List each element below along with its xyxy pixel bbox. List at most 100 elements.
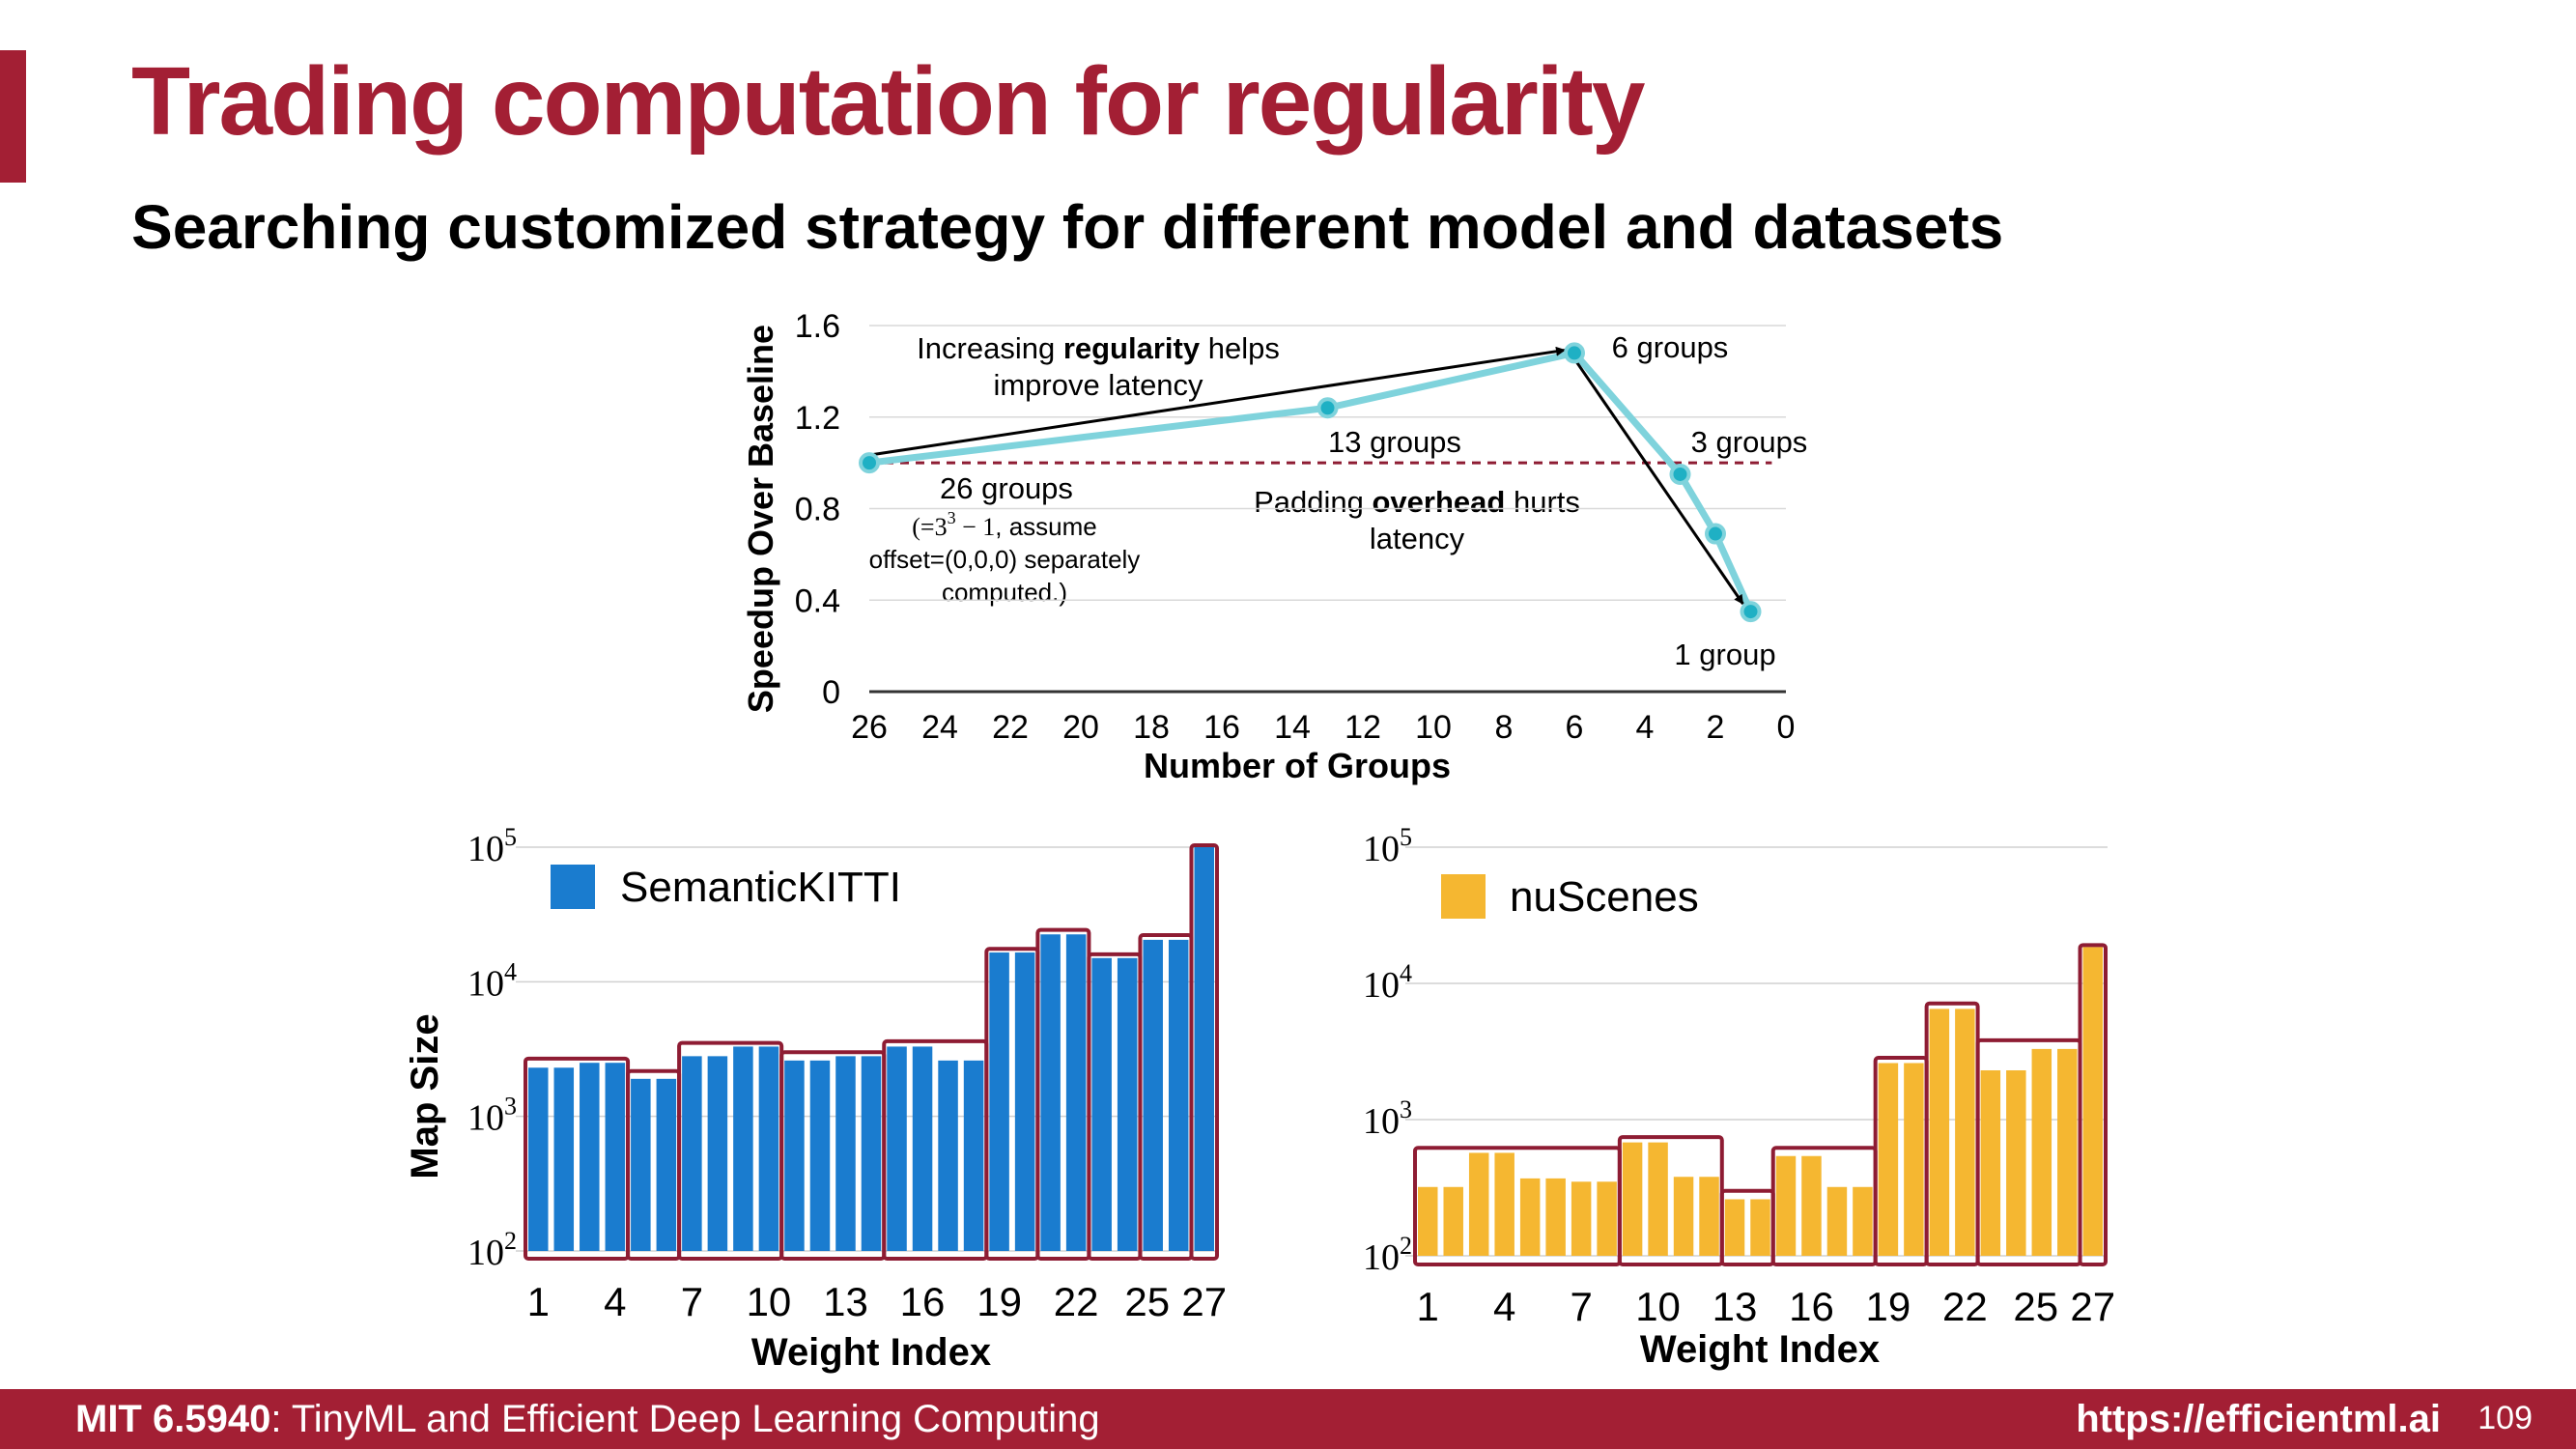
regularity-arrow [868, 346, 1566, 457]
semantickitti-bar [1143, 939, 1163, 1251]
point-label-1-group: 1 group [1674, 638, 1775, 671]
semantickitti-bar [1014, 952, 1035, 1251]
nuscenes-ytick-label: 104 [1363, 959, 1412, 1006]
annotation-regularity-line2: improve latency [993, 368, 1203, 402]
footer-course-name: : TinyML and Efficient Deep Learning Com… [270, 1398, 1100, 1440]
page-number: 109 [2477, 1400, 2533, 1436]
semantickitti-bar [835, 1056, 856, 1251]
line-chart-xlabel: Number of Groups [1144, 746, 1451, 785]
semantickitti-bar [631, 1078, 651, 1251]
semantickitti-bar [1091, 957, 1112, 1251]
slide-subtitle: Searching customized strategy for differ… [131, 192, 2004, 262]
semantickitti-xtick-label: 25 [1124, 1279, 1170, 1324]
title-accent-bar [0, 50, 26, 183]
footer-course: MIT 6.5940: TinyML and Efficient Deep Le… [75, 1398, 1100, 1441]
semantickitti-xtick-label: 7 [681, 1279, 703, 1324]
semantickitti-bar [861, 1056, 882, 1251]
point-label-13-groups: 13 groups [1328, 425, 1461, 459]
nuscenes-bar [1929, 1009, 1950, 1256]
line-chart-ytick-label: 0.4 [795, 582, 840, 619]
bar-chart-left-xlabel: Weight Index [751, 1331, 991, 1374]
nuscenes-bar [1443, 1186, 1463, 1256]
semantickitti-bar [758, 1046, 779, 1251]
line-chart-xtick-label: 24 [921, 709, 958, 746]
nuscenes-bar [2006, 1069, 2026, 1256]
nuscenes-xtick-label: 16 [1789, 1284, 1834, 1329]
point-label-3-groups: 3 groups [1691, 425, 1808, 459]
nuscenes-bar [1980, 1069, 2001, 1256]
nuscenes-xtick-label: 19 [1866, 1284, 1911, 1329]
line-chart-xtick-label: 26 [851, 709, 888, 746]
nuscenes-bar [1878, 1063, 1899, 1256]
semantickitti-group-box [1189, 843, 1219, 1261]
nuscenes-group-box [2078, 943, 2109, 1266]
speedup-data-point [1705, 523, 1726, 545]
nuscenes-xtick-label: 13 [1713, 1284, 1758, 1329]
annotation-note-line1: (=33 − 1, assume [912, 508, 1097, 541]
nuscenes-bar [1519, 1178, 1541, 1256]
nuscenes-bar [1904, 1063, 1924, 1256]
semantickitti-bar [605, 1063, 626, 1251]
nuscenes-xtick-label: 4 [1493, 1284, 1515, 1329]
footer-bar: MIT 6.5940: TinyML and Efficient Deep Le… [0, 1389, 2576, 1449]
semantickitti-bar [887, 1046, 907, 1251]
semantickitti-xtick-label: 4 [604, 1279, 626, 1324]
line-chart-xtick-label: 22 [992, 709, 1029, 746]
nuscenes-bar [1494, 1152, 1514, 1256]
line-chart-xtick-label: 8 [1495, 709, 1514, 746]
point-label-26-groups: 26 groups [940, 471, 1073, 505]
nuscenes-bar [1468, 1152, 1489, 1256]
nuscenes-xtick-label: 1 [1417, 1284, 1439, 1329]
nuscenes-bar [1597, 1181, 1617, 1256]
semantickitti-bar [733, 1046, 753, 1251]
speedup-data-point [859, 452, 880, 474]
nuscenes-bar [2082, 947, 2103, 1256]
figure-canvas: Speedup Over Baseline Number of Groups I… [404, 308, 2115, 1374]
nuscenes-xtick-label: 10 [1635, 1284, 1681, 1329]
semantickitti-xtick-label: 16 [900, 1279, 946, 1324]
speedup-data-point [1564, 342, 1585, 364]
speedup-data-point [1669, 463, 1691, 485]
nuscenes-bar [1775, 1155, 1797, 1256]
nuscenes-ytick-label: 105 [1363, 823, 1412, 869]
nuscenes-xtick-label: 22 [1942, 1284, 1988, 1329]
nuscenes-bar [1724, 1199, 1745, 1256]
semantickitti-bar [1040, 934, 1061, 1251]
semantickitti-bar [912, 1046, 933, 1251]
semantickitti-bar [580, 1063, 600, 1251]
nuscenes-bar [1545, 1178, 1566, 1256]
nuscenes-bar [2057, 1048, 2078, 1256]
bar-chart-right-xlabel: Weight Index [1640, 1328, 1880, 1371]
legend-swatch-semantickitti [551, 865, 595, 909]
semantickitti-bar [656, 1078, 677, 1251]
semantickitti-bar [553, 1067, 575, 1251]
semantickitti-bar [938, 1060, 958, 1251]
footer-url: https://efficientml.ai [2076, 1398, 2441, 1440]
nuscenes-xtick-label: 27 [2070, 1284, 2115, 1329]
nuscenes-bar [1622, 1142, 1643, 1256]
nuscenes-bar [1571, 1181, 1592, 1256]
semantickitti-xtick-label: 1 [527, 1279, 550, 1324]
nuscenes-bar [1801, 1155, 1822, 1256]
semantickitti-xtick-label: 10 [747, 1279, 792, 1324]
nuscenes-xtick-label: 25 [2013, 1284, 2058, 1329]
line-chart-xtick-label: 16 [1203, 709, 1240, 746]
nuscenes-bar [1673, 1177, 1694, 1256]
line-chart-xtick-label: 18 [1133, 709, 1170, 746]
nuscenes-xtick-label: 7 [1570, 1284, 1592, 1329]
line-chart-xtick-label: 2 [1707, 709, 1725, 746]
semantickitti-ytick-label: 105 [467, 823, 517, 869]
nuscenes-bar [2031, 1048, 2052, 1256]
nuscenes-bar [1853, 1186, 1873, 1256]
line-chart-ytick-label: 1.2 [795, 400, 840, 437]
semantickitti-bar [1117, 957, 1138, 1251]
semantickitti-bar [682, 1056, 702, 1251]
footer-course-code: MIT 6.5940 [75, 1398, 271, 1440]
semantickitti-bar [707, 1056, 728, 1251]
line-chart-ylabel: Speedup Over Baseline [741, 325, 780, 713]
annotation-note-line2: offset=(0,0,0) separately [869, 545, 1141, 574]
nuscenes-ytick-label: 102 [1363, 1232, 1412, 1278]
semantickitti-ytick-label: 102 [467, 1227, 517, 1273]
line-chart-xtick-label: 6 [1566, 709, 1584, 746]
nuscenes-bar [1648, 1142, 1668, 1256]
